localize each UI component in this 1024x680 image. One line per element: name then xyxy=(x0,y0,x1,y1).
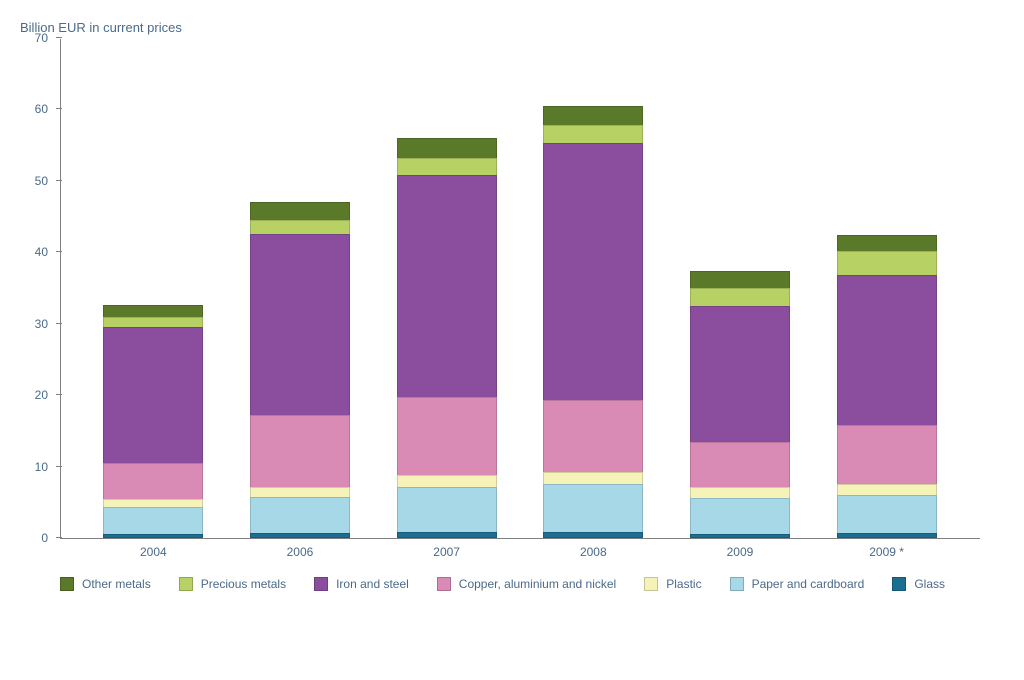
bar-segment-other_metals xyxy=(250,202,350,220)
legend-label: Other metals xyxy=(82,577,151,591)
legend-label: Glass xyxy=(914,577,945,591)
x-tick-label: 2007 xyxy=(392,545,502,559)
bar-group xyxy=(245,202,355,538)
bar-segment-plastic xyxy=(397,475,497,486)
legend-swatch xyxy=(892,577,906,591)
bar-segment-paper_cardboard xyxy=(543,484,643,532)
bar-segment-glass xyxy=(837,533,937,538)
legend-item-plastic: Plastic xyxy=(644,577,701,591)
bar-segment-glass xyxy=(250,533,350,538)
bar-segment-other_metals xyxy=(397,138,497,158)
x-tick-label: 2009 * xyxy=(832,545,942,559)
bar-segment-copper_al_ni xyxy=(397,397,497,476)
bar-segment-precious_metals xyxy=(543,125,643,143)
bars-region xyxy=(60,39,980,538)
bar-segment-copper_al_ni xyxy=(250,415,350,486)
x-tick-label: 2006 xyxy=(245,545,355,559)
y-tick-label: 70 xyxy=(35,31,48,45)
bar-segment-other_metals xyxy=(837,235,937,251)
legend-swatch xyxy=(179,577,193,591)
x-axis-labels: 2004 2006 2007 2008 2009 2009 * xyxy=(60,539,980,559)
legend-swatch xyxy=(60,577,74,591)
legend-item-other_metals: Other metals xyxy=(60,577,151,591)
bar-segment-plastic xyxy=(103,499,203,508)
plot-area: 010203040506070 xyxy=(60,39,980,539)
y-tick-label: 40 xyxy=(35,245,48,259)
bar-segment-precious_metals xyxy=(397,158,497,175)
stacked-bar xyxy=(837,235,937,538)
legend-swatch xyxy=(644,577,658,591)
bar-segment-precious_metals xyxy=(837,251,937,275)
bar-segment-plastic xyxy=(837,484,937,495)
bar-segment-iron_steel xyxy=(103,327,203,463)
bar-segment-precious_metals xyxy=(103,317,203,327)
x-tick-label: 2004 xyxy=(98,545,208,559)
bar-segment-paper_cardboard xyxy=(837,495,937,533)
legend-label: Iron and steel xyxy=(336,577,409,591)
bar-segment-paper_cardboard xyxy=(397,487,497,533)
legend-swatch xyxy=(314,577,328,591)
bar-segment-plastic xyxy=(690,487,790,498)
x-tick-label: 2009 xyxy=(685,545,795,559)
y-tick-label: 20 xyxy=(35,388,48,402)
legend: Other metals Precious metals Iron and stee… xyxy=(60,577,960,591)
bar-group xyxy=(392,138,502,538)
stacked-bar xyxy=(690,271,790,538)
y-tick-label: 0 xyxy=(41,531,48,545)
y-tick-label: 60 xyxy=(35,102,48,116)
y-tick-label: 10 xyxy=(35,460,48,474)
legend-item-paper_cardboard: Paper and cardboard xyxy=(730,577,865,591)
bar-segment-iron_steel xyxy=(250,234,350,415)
bar-segment-copper_al_ni xyxy=(543,400,643,471)
chart-title: Billion EUR in current prices xyxy=(20,20,1000,35)
legend-item-glass: Glass xyxy=(892,577,945,591)
bar-segment-glass xyxy=(543,532,643,538)
bar-segment-other_metals xyxy=(543,106,643,125)
bar-segment-other_metals xyxy=(690,271,790,288)
bar-segment-glass xyxy=(397,532,497,538)
bar-segment-iron_steel xyxy=(397,175,497,396)
bar-segment-plastic xyxy=(543,472,643,485)
stacked-bar xyxy=(543,106,643,538)
legend-label: Paper and cardboard xyxy=(752,577,865,591)
stacked-bar xyxy=(397,138,497,538)
y-axis: 010203040506070 xyxy=(20,39,56,538)
bar-group xyxy=(685,271,795,538)
legend-label: Copper, aluminium and nickel xyxy=(459,577,616,591)
bar-segment-paper_cardboard xyxy=(250,497,350,533)
bar-segment-other_metals xyxy=(103,305,203,317)
y-tick-mark xyxy=(56,37,62,38)
bar-segment-copper_al_ni xyxy=(837,425,937,484)
bar-segment-copper_al_ni xyxy=(103,463,203,499)
legend-item-iron_steel: Iron and steel xyxy=(314,577,409,591)
y-tick-label: 30 xyxy=(35,317,48,331)
legend-item-copper_al_ni: Copper, aluminium and nickel xyxy=(437,577,616,591)
legend-label: Precious metals xyxy=(201,577,286,591)
bar-segment-glass xyxy=(103,534,203,538)
revenue-stacked-bar-chart: Billion EUR in current prices 0102030405… xyxy=(20,20,1000,660)
stacked-bar xyxy=(250,202,350,538)
legend-swatch xyxy=(437,577,451,591)
stacked-bar xyxy=(103,305,203,538)
bar-segment-plastic xyxy=(250,487,350,498)
bar-segment-glass xyxy=(690,534,790,538)
bar-segment-iron_steel xyxy=(543,143,643,400)
bar-segment-paper_cardboard xyxy=(103,507,203,534)
bar-group xyxy=(832,235,942,538)
legend-label: Plastic xyxy=(666,577,701,591)
bar-group xyxy=(98,305,208,538)
x-tick-label: 2008 xyxy=(538,545,648,559)
legend-swatch xyxy=(730,577,744,591)
legend-item-precious_metals: Precious metals xyxy=(179,577,286,591)
bar-segment-iron_steel xyxy=(837,275,937,425)
bar-segment-copper_al_ni xyxy=(690,442,790,487)
bar-segment-precious_metals xyxy=(690,288,790,306)
y-tick-label: 50 xyxy=(35,174,48,188)
bar-group xyxy=(538,106,648,538)
bar-segment-paper_cardboard xyxy=(690,498,790,534)
bar-segment-precious_metals xyxy=(250,220,350,234)
bar-segment-iron_steel xyxy=(690,306,790,442)
